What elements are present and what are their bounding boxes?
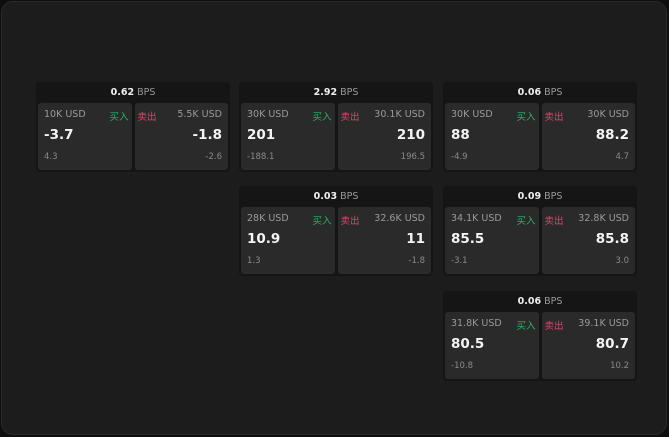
sell-size: 32.8K USD xyxy=(578,213,629,224)
sell-label: 卖出 xyxy=(340,216,360,227)
sell-label: 卖出 xyxy=(340,112,360,123)
buy-cell[interactable]: 10K USD 买入 -3.7 4.3 xyxy=(38,103,132,170)
sell-size: 5.5K USD xyxy=(177,109,222,120)
buy-label: 买入 xyxy=(516,112,536,123)
quote-card: 2.92 BPS 30K USD 买入 201 -188.1 卖出 30.1K … xyxy=(239,82,433,172)
sell-change: -2.6 xyxy=(205,152,222,162)
spread-header: 0.09 BPS xyxy=(443,186,637,207)
buy-cell[interactable]: 34.1K USD 买入 85.5 -3.1 xyxy=(445,207,539,274)
buy-cell[interactable]: 31.8K USD 买入 80.5 -10.8 xyxy=(445,312,539,379)
spread-value: 2.92 xyxy=(313,87,338,98)
sell-change: -1.8 xyxy=(408,256,425,266)
spread-header: 0.06 BPS xyxy=(443,291,637,312)
spread-value: 0.06 xyxy=(517,87,542,98)
buy-change: 1.3 xyxy=(247,256,261,266)
sell-cell[interactable]: 卖出 32.8K USD 85.8 3.0 xyxy=(541,207,635,274)
spread-value: 0.06 xyxy=(517,296,542,307)
buy-cell[interactable]: 28K USD 买入 10.9 1.3 xyxy=(241,207,335,274)
spread-unit: BPS xyxy=(340,191,359,202)
buy-size: 10K USD xyxy=(44,109,86,120)
quote-card: 0.06 BPS 31.8K USD 买入 80.5 -10.8 卖出 39.1… xyxy=(443,291,637,381)
spread-value: 0.03 xyxy=(313,191,338,202)
buy-size: 31.8K USD xyxy=(451,318,502,329)
buy-label: 买入 xyxy=(516,216,536,227)
sell-label: 卖出 xyxy=(544,112,564,123)
spread-unit: BPS xyxy=(544,296,563,307)
buy-change: 4.3 xyxy=(44,152,58,162)
sell-label: 卖出 xyxy=(544,216,564,227)
spread-header: 2.92 BPS xyxy=(239,82,433,103)
buy-label: 买入 xyxy=(312,216,332,227)
buy-cell[interactable]: 30K USD 买入 88 -4.9 xyxy=(445,103,539,170)
sell-cell[interactable]: 卖出 5.5K USD -1.8 -2.6 xyxy=(134,103,228,170)
buy-change: -3.1 xyxy=(451,256,468,266)
spread-value: 0.62 xyxy=(110,87,135,98)
sell-change: 3.0 xyxy=(615,256,629,266)
buy-change: -10.8 xyxy=(451,361,473,371)
sell-label: 卖出 xyxy=(137,112,157,123)
sell-cell[interactable]: 卖出 30.1K USD 210 196.5 xyxy=(337,103,431,170)
sell-price: 210 xyxy=(396,127,425,143)
sell-size: 32.6K USD xyxy=(374,213,425,224)
quote-card: 0.62 BPS 10K USD 买入 -3.7 4.3 卖出 5.5K USD… xyxy=(36,82,230,172)
sell-label: 卖出 xyxy=(544,321,564,332)
spread-unit: BPS xyxy=(544,87,563,98)
buy-size: 30K USD xyxy=(451,109,493,120)
buy-label: 买入 xyxy=(312,112,332,123)
spread-unit: BPS xyxy=(340,87,359,98)
sell-price: 88.2 xyxy=(595,127,629,143)
buy-change: -4.9 xyxy=(451,152,468,162)
buy-price: 80.5 xyxy=(451,336,485,352)
sell-change: 4.7 xyxy=(615,152,629,162)
sell-price: 11 xyxy=(406,231,425,247)
buy-price: 88 xyxy=(451,127,470,143)
sell-cell[interactable]: 卖出 39.1K USD 80.7 10.2 xyxy=(541,312,635,379)
sell-price: 80.7 xyxy=(595,336,629,352)
buy-price: -3.7 xyxy=(44,127,74,143)
spread-header: 0.62 BPS xyxy=(36,82,230,103)
sell-cell[interactable]: 卖出 30K USD 88.2 4.7 xyxy=(541,103,635,170)
quote-card: 0.06 BPS 30K USD 买入 88 -4.9 卖出 30K USD 8… xyxy=(443,82,637,172)
buy-price: 85.5 xyxy=(451,231,485,247)
sell-cell[interactable]: 卖出 32.6K USD 11 -1.8 xyxy=(337,207,431,274)
buy-size: 34.1K USD xyxy=(451,213,502,224)
sell-size: 30K USD xyxy=(587,109,629,120)
spread-value: 0.09 xyxy=(517,191,542,202)
spread-header: 0.06 BPS xyxy=(443,82,637,103)
sell-price: -1.8 xyxy=(192,127,222,143)
buy-price: 201 xyxy=(247,127,276,143)
buy-cell[interactable]: 30K USD 买入 201 -188.1 xyxy=(241,103,335,170)
spread-header: 0.03 BPS xyxy=(239,186,433,207)
buy-change: -188.1 xyxy=(247,152,275,162)
buy-label: 买入 xyxy=(109,112,129,123)
sell-change: 196.5 xyxy=(400,152,425,162)
buy-price: 10.9 xyxy=(247,231,281,247)
buy-label: 买入 xyxy=(516,321,536,332)
buy-size: 28K USD xyxy=(247,213,289,224)
quote-card: 0.03 BPS 28K USD 买入 10.9 1.3 卖出 32.6K US… xyxy=(239,186,433,276)
sell-change: 10.2 xyxy=(610,361,629,371)
sell-size: 30.1K USD xyxy=(374,109,425,120)
spread-unit: BPS xyxy=(137,87,156,98)
spread-unit: BPS xyxy=(544,191,563,202)
quote-card: 0.09 BPS 34.1K USD 买入 85.5 -3.1 卖出 32.8K… xyxy=(443,186,637,276)
sell-price: 85.8 xyxy=(595,231,629,247)
sell-size: 39.1K USD xyxy=(578,318,629,329)
buy-size: 30K USD xyxy=(247,109,289,120)
